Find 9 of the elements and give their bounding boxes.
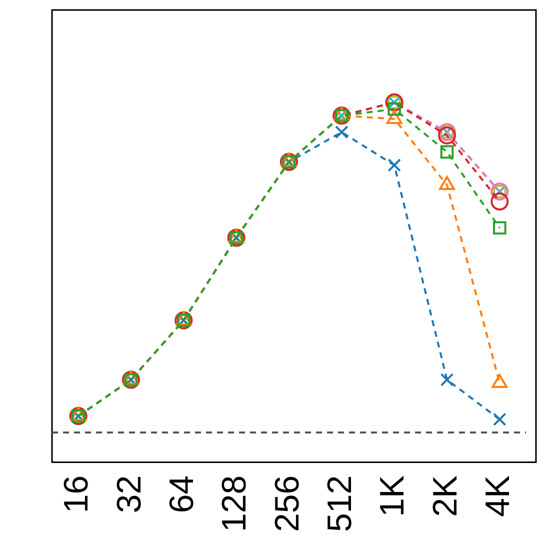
- x-tick-label: 256: [268, 475, 306, 532]
- x-tick-label: 512: [321, 475, 360, 532]
- x-tick-label: 1K: [374, 474, 412, 517]
- x-tick-label: 64: [163, 475, 202, 514]
- x-tick-label: 16: [58, 475, 96, 514]
- x-tick-label: 128: [216, 475, 254, 532]
- x-tick-label: 4K: [479, 474, 518, 517]
- x-tick-label: 2K: [426, 474, 464, 517]
- x-tick-label: 32: [110, 475, 148, 514]
